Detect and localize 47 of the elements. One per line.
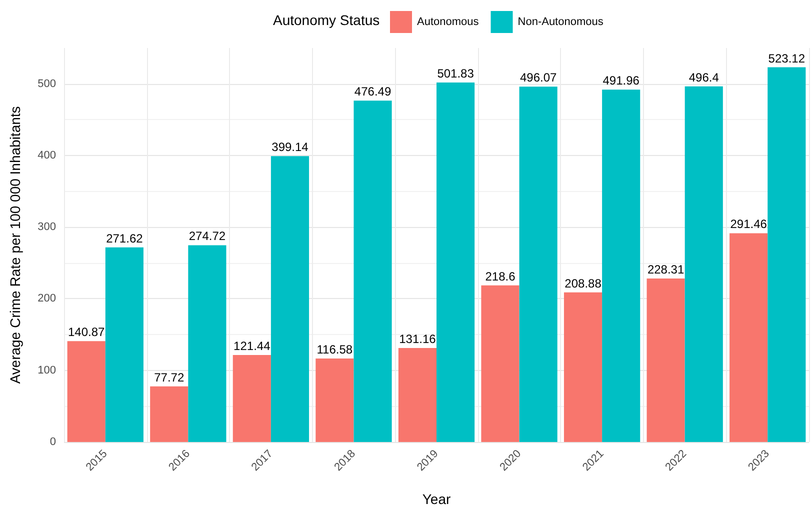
bar [354, 100, 392, 442]
bar [232, 355, 271, 442]
data-label: 496.4 [688, 70, 720, 84]
y-tick-label: 500 [38, 78, 56, 90]
bar [684, 86, 723, 442]
data-label: 77.72 [154, 370, 184, 384]
y-axis-title: Average Crime Rate per 100 000 Inhabitants [7, 106, 23, 384]
data-label: 491.96 [602, 74, 640, 88]
y-tick-label: 100 [38, 364, 56, 376]
y-tick-label: 200 [38, 292, 56, 305]
bar [398, 348, 436, 442]
x-axis-title: Year [422, 491, 451, 507]
data-label: 501.83 [437, 66, 474, 81]
y-tick-label: 0 [50, 436, 56, 448]
y-tick-label: 300 [38, 221, 56, 234]
bar [67, 341, 106, 442]
data-label: 218.6 [485, 269, 516, 284]
bar [150, 386, 188, 442]
data-label: 271.62 [106, 231, 144, 246]
bar [564, 292, 602, 442]
legend-title: Autonomy Status [273, 12, 380, 28]
bar [602, 90, 640, 442]
data-label: 208.88 [564, 276, 602, 290]
bar [768, 67, 806, 442]
data-label: 523.12 [768, 51, 806, 66]
data-label: 140.87 [68, 325, 106, 340]
legend-label: Non-Autonomous [518, 16, 604, 28]
bar [316, 358, 354, 442]
bar [105, 247, 144, 442]
bar [270, 156, 310, 442]
data-label: 228.31 [647, 262, 684, 276]
bar [730, 233, 768, 442]
bar [481, 285, 520, 442]
data-label: 116.58 [316, 342, 353, 356]
y-tick-label: 400 [38, 149, 56, 162]
data-label: 291.46 [730, 217, 768, 232]
legend-label: Autonomous [417, 16, 480, 28]
data-label: 131.16 [399, 332, 436, 346]
data-label: 121.44 [234, 339, 271, 354]
data-label: 496.07 [520, 70, 557, 85]
bar [519, 86, 558, 442]
data-label: 476.49 [354, 84, 392, 99]
data-label: 399.14 [272, 140, 309, 154]
bar [436, 82, 475, 442]
bar [646, 278, 685, 442]
data-label: 274.72 [188, 229, 226, 244]
bar [188, 245, 226, 442]
